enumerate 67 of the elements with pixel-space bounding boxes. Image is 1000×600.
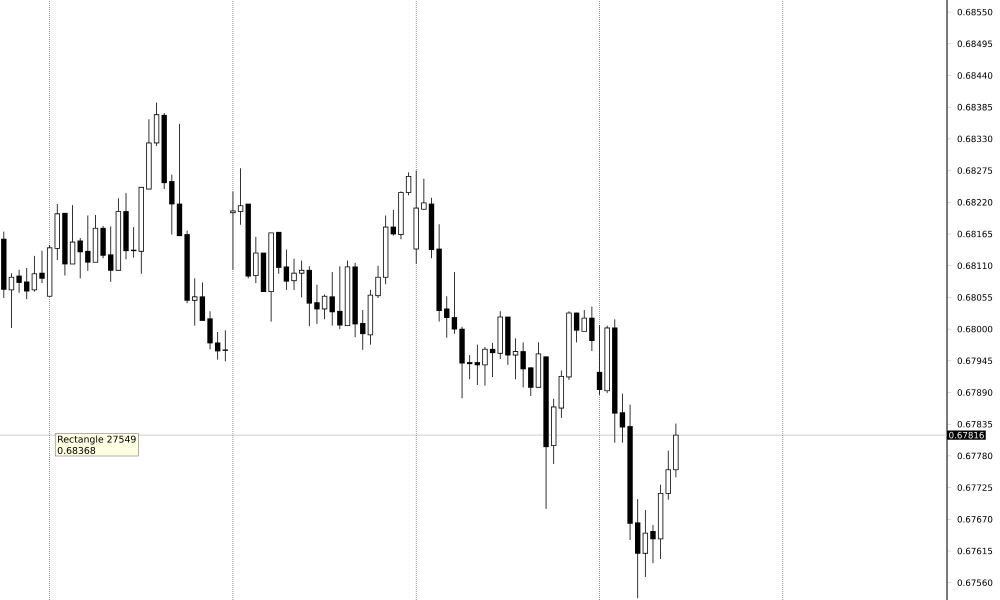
candlestick — [490, 342, 496, 378]
candlestick — [360, 310, 366, 350]
ref-line-label: 0.67816 — [949, 432, 984, 438]
candlestick — [528, 366, 534, 396]
candlestick — [482, 346, 488, 386]
candlestick — [421, 178, 427, 210]
annotation: Rectangle 27549 — [58, 435, 136, 444]
candlestick — [444, 296, 450, 338]
candlestick — [284, 249, 290, 290]
candlestick — [520, 342, 526, 388]
y-tick-label: 0.67945 — [958, 358, 992, 364]
y-tick-label: 0.68220 — [958, 199, 992, 206]
candlestick — [375, 265, 381, 298]
candlestick — [314, 284, 320, 324]
candlestick — [39, 250, 45, 284]
candlestick — [406, 172, 412, 196]
y-tick-label: 0.68440 — [958, 72, 992, 79]
candlestick — [108, 226, 114, 282]
candlestick — [70, 204, 76, 264]
candlestick — [130, 226, 136, 258]
y-tick-label: 0.67890 — [958, 389, 992, 396]
y-tick-label: 0.67835 — [958, 420, 992, 428]
candlestick — [253, 236, 259, 284]
candlestick — [650, 524, 656, 564]
y-tick-label: 0.67670 — [958, 516, 992, 523]
y-tick-label: 0.68385 — [958, 104, 992, 110]
candlestick — [192, 278, 198, 326]
candlestick — [78, 238, 83, 279]
y-tick-label: 0.67780 — [958, 452, 992, 460]
candlestick — [169, 174, 175, 235]
candlestick — [666, 450, 671, 500]
y-tick-label: 0.68495 — [958, 40, 992, 48]
candlestick — [200, 282, 206, 321]
candlestick — [322, 294, 328, 320]
y-tick-label: 0.68330 — [958, 136, 992, 142]
candlestick — [8, 272, 14, 328]
candlestick — [298, 260, 304, 298]
candlestick — [574, 312, 580, 343]
candlestick — [16, 269, 22, 294]
y-tick-label: 0.68055 — [958, 294, 992, 301]
candlestick — [466, 354, 472, 380]
candlestick — [291, 258, 297, 290]
y-tick-label: 0.68275 — [958, 167, 992, 174]
annotation: 0.68368 — [58, 446, 96, 454]
candlestick — [589, 306, 595, 352]
y-tick-label: 0.68165 — [958, 230, 992, 238]
candlestick — [85, 215, 91, 272]
candlestick — [24, 268, 30, 300]
candlestick — [337, 266, 343, 330]
candlestick — [32, 256, 38, 292]
candlestick — [222, 330, 228, 362]
y-tick-label: 0.67560 — [958, 579, 992, 586]
candlestick — [452, 272, 458, 334]
y-tick-label: 0.68550 — [958, 8, 992, 16]
candlestick — [512, 338, 518, 380]
candlestick — [620, 393, 626, 444]
y-tick-label: 0.67725 — [958, 484, 992, 491]
candlestick — [642, 510, 648, 578]
y-tick-label: 0.67615 — [958, 548, 992, 554]
y-tick-label: 0.68110 — [958, 262, 992, 269]
candlestick — [214, 332, 220, 360]
y-tick-label: 0.68000 — [958, 326, 992, 332]
candlestick — [330, 272, 335, 326]
candlestick — [238, 168, 244, 226]
candlestick — [582, 310, 587, 332]
candlestick — [390, 209, 396, 236]
candlestick — [474, 344, 480, 386]
